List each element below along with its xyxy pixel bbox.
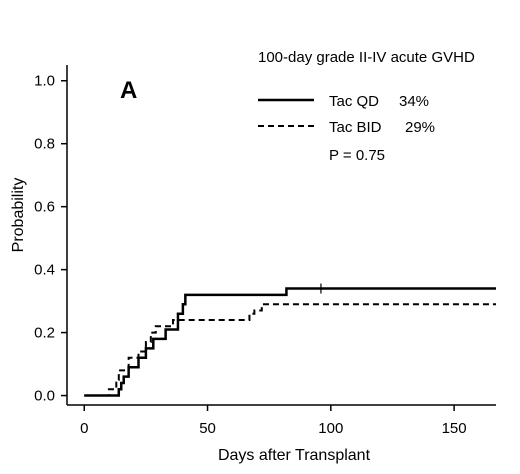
x-tick-label: 100 [318, 420, 343, 437]
x-tick-label: 0 [80, 420, 88, 437]
y-axis-label: Probability [10, 178, 27, 253]
y-tick-label: 0.4 [34, 262, 55, 279]
legend-label-tac-qd: Tac QD [329, 93, 379, 110]
legend-label-tac-bid: Tac BID [329, 119, 382, 136]
legend-value-tac-qd: 34% [399, 93, 429, 110]
legend-value-tac-bid: 29% [405, 119, 435, 136]
x-tick-label: 150 [442, 420, 467, 437]
chart-title: 100-day grade II-IV acute GVHD [258, 49, 475, 66]
legend: Tac QD 34% Tac BID 29% P = 0.75 [258, 93, 435, 164]
x-tick-label: 50 [199, 420, 216, 437]
p-value: P = 0.75 [329, 147, 385, 164]
panel-label: A [120, 77, 137, 104]
series-line-tac-bid [84, 303, 496, 397]
y-tick-label: 0.0 [34, 388, 55, 405]
y-tick-label: 0.2 [34, 325, 55, 342]
y-tick-label: 1.0 [34, 73, 55, 90]
x-axis-label: Days after Transplant [218, 447, 371, 464]
y-tick-label: 0.6 [34, 199, 55, 216]
series-line-tac-qd [84, 287, 496, 397]
y-tick-label: 0.8 [34, 136, 55, 153]
